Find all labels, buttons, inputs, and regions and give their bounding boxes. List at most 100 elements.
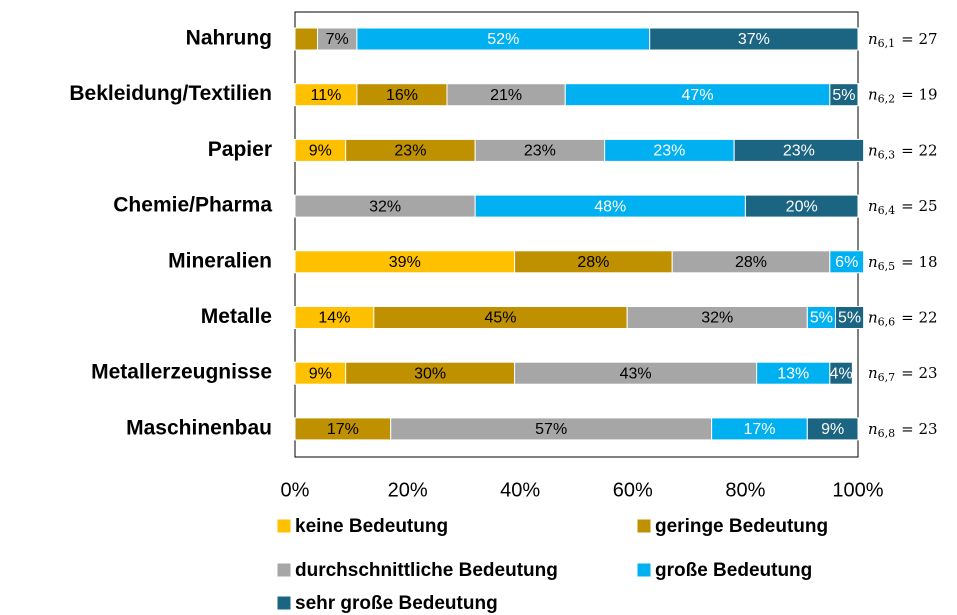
n-subscript: 6,6 bbox=[878, 316, 896, 329]
value-label: 30% bbox=[414, 365, 446, 382]
n-label: n6,4 = 25 bbox=[868, 197, 938, 217]
value-label: 9% bbox=[821, 421, 844, 438]
category-label: Mineralien bbox=[168, 249, 272, 272]
n-subscript: 6,3 bbox=[878, 148, 896, 161]
value-label: 14% bbox=[318, 310, 350, 327]
n-label: n6,8 = 23 bbox=[868, 420, 938, 440]
n-rest: = 23 bbox=[901, 364, 937, 382]
bar-segment bbox=[744, 194, 859, 218]
legend-swatch bbox=[636, 518, 652, 534]
n-symbol: n bbox=[868, 197, 878, 215]
value-label: 32% bbox=[701, 310, 733, 327]
value-label: 13% bbox=[777, 365, 809, 382]
value-label: 4% bbox=[830, 365, 853, 382]
value-label: 43% bbox=[620, 365, 652, 382]
n-rest: = 22 bbox=[901, 141, 937, 159]
x-tick-label: 0% bbox=[281, 479, 310, 501]
value-label: 21% bbox=[490, 87, 522, 104]
plot-frame bbox=[294, 11, 859, 458]
value-label: 16% bbox=[386, 87, 418, 104]
x-tick-label: 20% bbox=[388, 479, 428, 501]
bar-segment bbox=[649, 27, 859, 51]
n-symbol: n bbox=[868, 30, 878, 48]
value-label: 48% bbox=[594, 198, 626, 215]
n-subscript: 6,2 bbox=[878, 93, 896, 106]
value-label: 5% bbox=[810, 310, 833, 327]
n-rest: = 25 bbox=[901, 197, 937, 215]
n-subscript: 6,5 bbox=[878, 260, 896, 273]
legend-swatch bbox=[636, 562, 652, 578]
bar-segment bbox=[829, 361, 853, 385]
value-label: 6% bbox=[835, 254, 858, 271]
n-label: n6,3 = 22 bbox=[868, 141, 938, 161]
value-label: 17% bbox=[327, 421, 359, 438]
value-label: 45% bbox=[484, 310, 516, 327]
value-label: 23% bbox=[394, 143, 426, 160]
x-tick-label: 80% bbox=[725, 479, 765, 501]
value-label: 28% bbox=[735, 254, 767, 271]
n-symbol: n bbox=[868, 86, 878, 104]
legend-label: sehr große Bedeutung bbox=[295, 593, 498, 614]
bar-segment bbox=[806, 417, 859, 441]
category-label: Nahrung bbox=[186, 27, 272, 50]
value-label: 23% bbox=[783, 143, 815, 160]
bar-segment bbox=[829, 83, 859, 107]
legend-swatch bbox=[276, 518, 292, 534]
n-symbol: n bbox=[868, 253, 878, 271]
n-subscript: 6,7 bbox=[878, 371, 896, 384]
category-label: Bekleidung/Textilien bbox=[69, 82, 272, 105]
n-rest: = 23 bbox=[901, 420, 937, 438]
n-symbol: n bbox=[868, 420, 878, 438]
category-label: Metallerzeugnisse bbox=[91, 361, 272, 384]
n-rest: = 18 bbox=[901, 253, 937, 271]
n-label: n6,2 = 19 bbox=[868, 86, 938, 106]
n-symbol: n bbox=[868, 141, 878, 159]
legend-label: große Bedeutung bbox=[655, 560, 812, 581]
legend-swatch bbox=[276, 595, 292, 611]
value-label: 9% bbox=[309, 143, 332, 160]
n-subscript: 6,8 bbox=[878, 427, 896, 440]
value-label: 57% bbox=[535, 421, 567, 438]
value-label: 5% bbox=[832, 87, 855, 104]
x-tick-label: 40% bbox=[500, 479, 540, 501]
category-label: Metalle bbox=[201, 305, 272, 328]
value-label: 20% bbox=[786, 198, 818, 215]
n-subscript: 6,4 bbox=[878, 204, 896, 217]
n-label: n6,1 = 27 bbox=[868, 30, 938, 50]
legend-label: durchschnittliche Bedeutung bbox=[295, 560, 558, 581]
n-rest: = 19 bbox=[901, 86, 937, 104]
value-label: 37% bbox=[738, 31, 770, 48]
legend-label: keine Bedeutung bbox=[295, 516, 448, 537]
n-rest: = 27 bbox=[901, 30, 937, 48]
legend-swatch bbox=[276, 562, 292, 578]
category-label: Chemie/Pharma bbox=[113, 194, 272, 217]
x-tick-label: 60% bbox=[613, 479, 653, 501]
value-label: 11% bbox=[311, 87, 342, 104]
n-symbol: n bbox=[868, 364, 878, 382]
value-label: 9% bbox=[309, 365, 332, 382]
value-label: 17% bbox=[743, 421, 775, 438]
category-label: Maschinenbau bbox=[126, 416, 272, 439]
value-label: 5% bbox=[838, 310, 861, 327]
value-label: 47% bbox=[682, 87, 714, 104]
value-label: 32% bbox=[369, 198, 401, 215]
n-label: n6,5 = 18 bbox=[868, 253, 938, 273]
n-symbol: n bbox=[868, 309, 878, 327]
n-label: n6,7 = 23 bbox=[868, 364, 938, 384]
value-label: 23% bbox=[524, 143, 556, 160]
legend-label: geringe Bedeutung bbox=[655, 516, 828, 537]
n-label: n6,6 = 22 bbox=[868, 309, 938, 329]
bar-segment bbox=[829, 250, 865, 274]
n-subscript: 6,1 bbox=[878, 37, 896, 50]
value-label: 52% bbox=[487, 31, 519, 48]
value-label: 28% bbox=[577, 254, 609, 271]
x-tick-label: 100% bbox=[832, 479, 883, 501]
category-label: Papier bbox=[208, 138, 272, 161]
value-label: 39% bbox=[389, 254, 421, 271]
bar-segment bbox=[834, 306, 865, 329]
n-rest: = 22 bbox=[901, 309, 937, 327]
bar-segment bbox=[294, 27, 319, 51]
bar-segment bbox=[733, 138, 865, 162]
value-label: 7% bbox=[326, 31, 349, 48]
